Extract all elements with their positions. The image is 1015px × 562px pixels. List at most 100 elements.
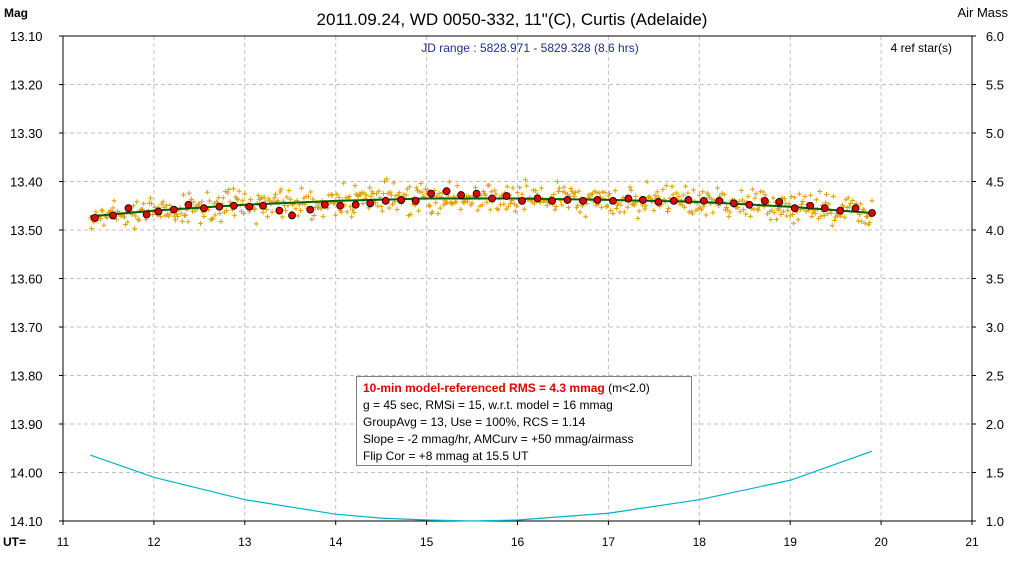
raw-measurement — [600, 189, 606, 195]
raw-measurement — [484, 199, 490, 205]
raw-measurement — [271, 195, 277, 201]
raw-measurement — [504, 184, 510, 190]
raw-measurement — [367, 185, 373, 191]
raw-measurement — [395, 192, 401, 198]
raw-measurement — [252, 206, 258, 212]
group-average-point — [320, 200, 329, 209]
x-tick-label: 19 — [784, 535, 798, 549]
raw-measurement — [472, 184, 478, 190]
group-average-point — [639, 196, 647, 204]
raw-measurement — [642, 206, 648, 212]
group-average-point — [624, 194, 633, 203]
group-average-point — [518, 196, 526, 205]
raw-measurement — [510, 185, 516, 191]
raw-measurement — [347, 204, 353, 210]
x-tick-label: 15 — [420, 535, 434, 549]
raw-measurement — [680, 192, 686, 198]
raw-measurement — [101, 222, 107, 228]
raw-measurement — [352, 183, 358, 189]
raw-measurement — [93, 209, 99, 215]
stats-line-5: Flip Cor = +8 mmag at 15.5 UT — [363, 449, 529, 463]
raw-measurement — [110, 205, 116, 211]
raw-measurement — [764, 211, 770, 217]
group-average-point — [684, 196, 693, 204]
raw-measurement — [379, 208, 385, 214]
raw-measurement — [785, 207, 791, 213]
x-tick-label: 17 — [602, 535, 616, 549]
raw-measurement — [551, 191, 557, 197]
group-average-point — [729, 199, 738, 208]
raw-measurement — [469, 200, 475, 206]
y-tick-label: 13.40 — [10, 175, 43, 190]
raw-measurement — [465, 199, 471, 205]
raw-measurement — [226, 186, 232, 192]
raw-measurement — [643, 203, 649, 209]
raw-measurement — [425, 187, 431, 193]
group-average-point — [306, 205, 315, 214]
raw-measurement — [283, 207, 289, 213]
group-average-point — [669, 196, 678, 205]
raw-measurement — [185, 219, 191, 225]
raw-measurement — [100, 208, 106, 214]
group-average-point — [820, 204, 829, 213]
raw-measurement — [308, 189, 314, 195]
raw-measurement — [351, 210, 357, 216]
raw-measurement — [360, 200, 366, 206]
raw-measurement — [822, 200, 828, 206]
raw-measurement — [158, 214, 164, 220]
raw-measurement — [864, 214, 870, 220]
chart-title: 2011.09.24, WD 0050-332, 11"(C), Curtis … — [317, 10, 708, 29]
raw-measurement — [329, 192, 335, 198]
raw-measurement — [524, 183, 530, 189]
y2-tick-label: 4.0 — [986, 223, 1004, 238]
raw-measurement — [318, 206, 324, 212]
raw-measurement — [279, 214, 285, 220]
x-tick-label: 18 — [693, 535, 707, 549]
raw-measurement — [495, 207, 501, 213]
raw-measurement — [572, 190, 578, 196]
raw-measurement — [762, 192, 768, 198]
model-layer — [90, 197, 873, 218]
raw-measurement — [847, 201, 853, 207]
y2-tick-label: 3.0 — [986, 320, 1004, 335]
raw-measurement — [850, 198, 856, 204]
raw-measurement — [483, 192, 489, 198]
raw-measurement — [207, 198, 213, 204]
raw-measurement — [408, 211, 414, 217]
raw-measurement — [832, 217, 838, 223]
raw-measurement — [209, 216, 215, 222]
raw-measurement — [382, 178, 388, 184]
x-axis-label: UT= — [3, 535, 26, 549]
raw-measurement — [216, 195, 222, 201]
raw-measurement — [363, 192, 369, 198]
raw-measurement — [676, 194, 682, 200]
raw-measurement — [743, 211, 749, 217]
x-tick-label: 16 — [511, 535, 525, 549]
raw-measurement — [210, 215, 216, 221]
raw-measurement — [721, 192, 727, 198]
y-tick-label: 13.80 — [10, 369, 43, 384]
raw-measurement — [234, 196, 240, 202]
raw-measurement — [608, 207, 614, 213]
raw-measurement — [437, 205, 443, 211]
raw-measurement — [800, 199, 806, 205]
raw-measurement — [602, 190, 608, 196]
y-tick-label: 14.10 — [10, 514, 43, 529]
group-average-point — [336, 201, 345, 210]
raw-measurement — [435, 211, 441, 217]
group-average-point — [411, 196, 420, 205]
raw-measurement — [604, 203, 610, 209]
raw-measurement — [225, 190, 231, 196]
raw-measurement — [388, 192, 394, 198]
raw-measurement — [446, 179, 452, 185]
raw-measurement — [603, 204, 609, 210]
raw-measurement — [378, 203, 384, 209]
raw-measurement — [297, 208, 303, 214]
raw-measurement — [224, 208, 230, 214]
raw-measurement — [686, 209, 692, 215]
raw-measurement — [532, 200, 538, 206]
raw-measurement — [422, 186, 428, 192]
raw-measurement — [227, 199, 233, 205]
raw-measurement — [513, 203, 519, 209]
raw-measurement — [633, 193, 639, 199]
